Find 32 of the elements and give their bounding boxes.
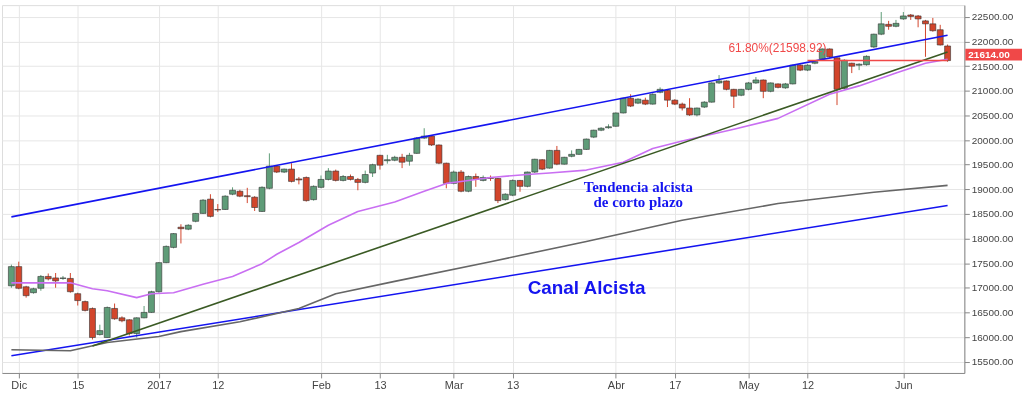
- x-tick-label: 13: [507, 379, 520, 392]
- x-tick-label: Mar: [444, 379, 464, 392]
- y-tick-label: 19500.00: [971, 159, 1014, 171]
- y-tick-label: 20500.00: [971, 109, 1014, 121]
- x-tick-label: 13: [374, 379, 387, 392]
- x-tick-label: 12: [212, 379, 225, 392]
- y-tick-label: 16500.00: [971, 306, 1014, 318]
- y-tick-label: 15500.00: [971, 356, 1014, 368]
- y-tick-label: 18000.00: [971, 233, 1014, 245]
- x-tick-label: 12: [801, 379, 815, 392]
- x-tick-label: 15: [72, 379, 85, 392]
- x-tick-label: May: [738, 379, 760, 392]
- annotation: Tendencia alcista de corto plazo: [583, 179, 694, 210]
- y-tick-label: 18500.00: [971, 208, 1014, 220]
- y-tick-label: 22500.00: [971, 11, 1014, 23]
- text: 21614.00: [968, 48, 1011, 60]
- x-tick-label: Abr: [607, 379, 626, 392]
- y-tick-label: 17000.00: [971, 282, 1014, 294]
- x-tick-label: Feb: [312, 379, 331, 392]
- y-tick-label: 19000.00: [971, 183, 1014, 195]
- y-tick-label: 21000.00: [971, 85, 1014, 97]
- x-tick-label: 17: [669, 379, 682, 392]
- y-tick-label: 17500.00: [971, 257, 1014, 269]
- annotation: Canal Alcista: [527, 277, 646, 299]
- annotation: 61.80%(21598.92): [728, 40, 827, 55]
- y-tick-label: 21500.00: [971, 60, 1014, 72]
- y-tick-label: 16000.00: [971, 331, 1014, 343]
- x-tick-label: 2017: [147, 379, 172, 392]
- x-tick-label: Jun: [895, 379, 913, 392]
- x-tick-label: Dic: [11, 379, 28, 392]
- y-tick-label: 20000.00: [971, 134, 1014, 146]
- y-tick-label: 22000.00: [971, 36, 1014, 48]
